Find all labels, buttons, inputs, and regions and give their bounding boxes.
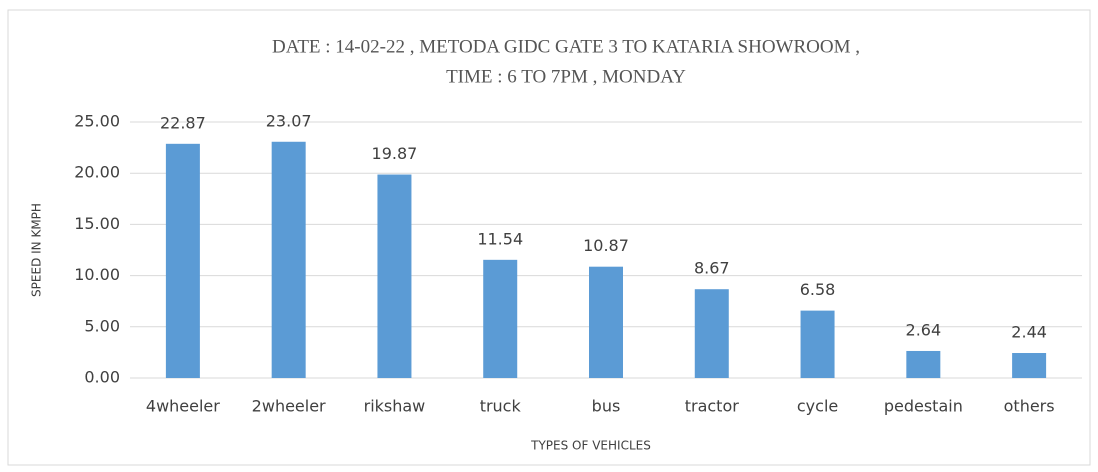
x-tick-label: pedestain: [884, 397, 963, 416]
data-label: 11.54: [477, 229, 523, 248]
x-tick-label: cycle: [797, 397, 838, 416]
data-label: 6.58: [800, 280, 836, 299]
x-tick-label: bus: [592, 397, 621, 416]
bar: [906, 350, 941, 378]
x-tick-label: 2wheeler: [252, 397, 326, 416]
x-tick-label: rikshaw: [364, 397, 426, 416]
data-label: 19.87: [372, 144, 418, 163]
bar: [589, 266, 623, 378]
x-tick-label: tractor: [685, 397, 740, 416]
chart-title: TIME : 6 TO 7PM , MONDAY: [446, 66, 686, 87]
y-tick-label: 15.00: [74, 214, 120, 233]
data-label: 2.64: [906, 320, 942, 339]
bar: [694, 289, 729, 378]
bar: [377, 174, 412, 378]
x-tick-label: others: [1004, 397, 1055, 416]
data-label: 22.87: [160, 113, 206, 132]
y-tick-label: 10.00: [74, 265, 120, 284]
data-label: 23.07: [266, 111, 312, 130]
bar: [483, 259, 518, 378]
y-tick-label: 25.00: [74, 112, 120, 131]
y-tick-label: 20.00: [74, 163, 120, 182]
y-tick-label: 0.00: [84, 368, 120, 387]
bar: [800, 310, 835, 378]
data-label: 2.44: [1011, 323, 1047, 342]
y-tick-label: 5.00: [84, 316, 120, 335]
data-label: 10.87: [583, 236, 629, 255]
bar: [271, 141, 306, 378]
bar: [1012, 353, 1047, 378]
x-tick-label: 4wheeler: [146, 397, 220, 416]
y-axis-label: SPEED IN KMPH: [30, 203, 44, 297]
chart-title: DATE : 14-02-22 , METODA GIDC GATE 3 TO …: [272, 36, 860, 57]
data-label: 8.67: [694, 259, 730, 278]
bar: [165, 143, 200, 378]
x-tick-label: truck: [480, 397, 522, 416]
x-axis-label: TYPES OF VEHICLES: [530, 439, 651, 453]
